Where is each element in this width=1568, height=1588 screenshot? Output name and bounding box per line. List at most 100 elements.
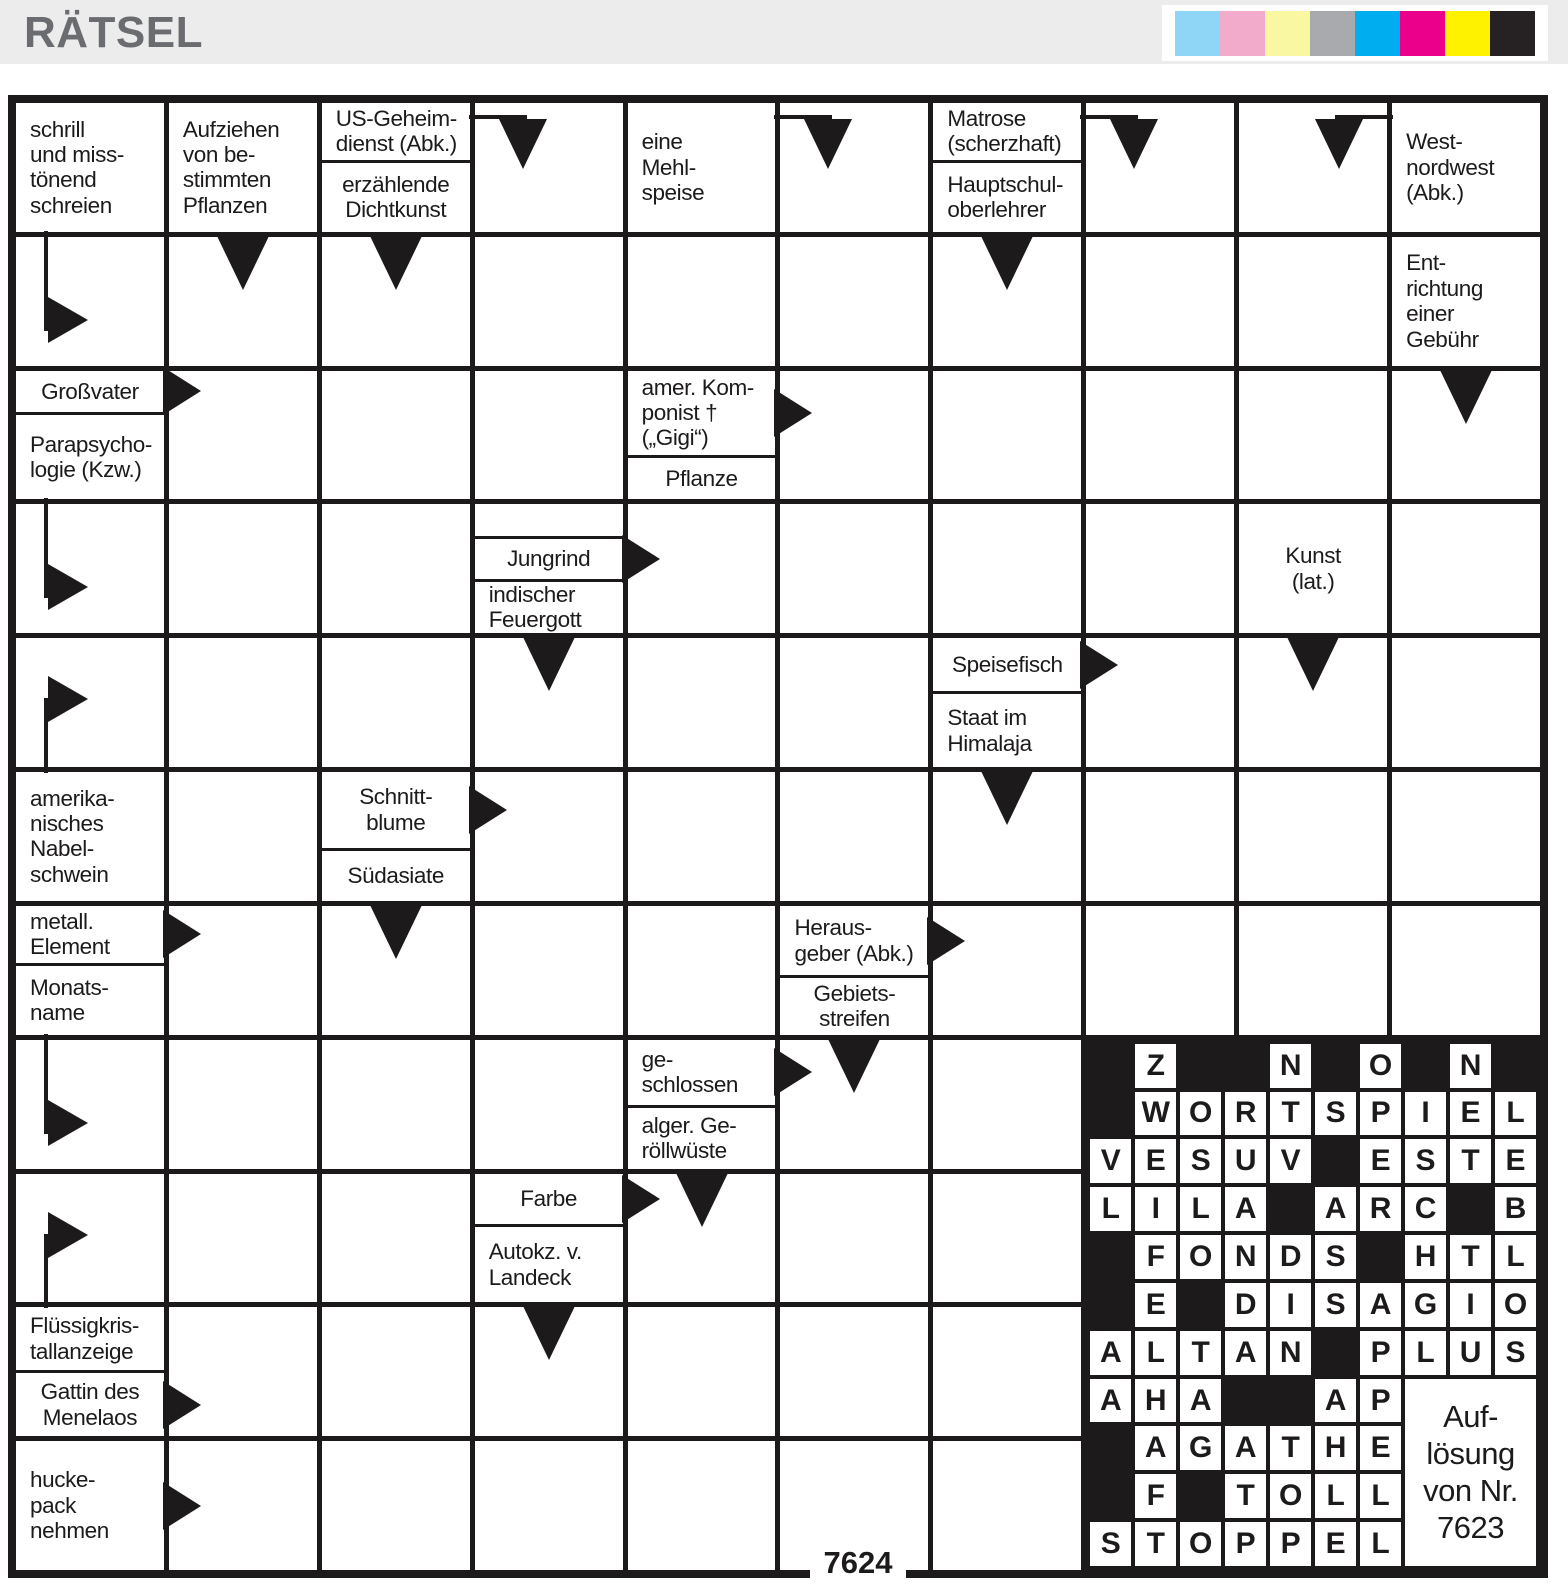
answer-cell-r10c7[interactable] bbox=[933, 1307, 1082, 1437]
answer-cell-r3c7[interactable] bbox=[933, 370, 1082, 500]
answer-cell-r1c4[interactable] bbox=[468, 103, 623, 232]
answer-cell-r2c2[interactable] bbox=[168, 235, 317, 366]
solution-letter-cell: T bbox=[1450, 1235, 1492, 1279]
clue-line: amer. Kom- bbox=[641, 374, 755, 400]
answer-cell-r7c3[interactable] bbox=[321, 904, 470, 1035]
answer-cell-r1c6[interactable] bbox=[774, 103, 929, 232]
solution-black-cell bbox=[1090, 1235, 1131, 1279]
answer-cell-r4c8[interactable] bbox=[1086, 504, 1235, 634]
clue-text: Aufziehen von be-stimmten Pflanzen bbox=[169, 103, 317, 232]
answer-cell-r8c2[interactable] bbox=[168, 1039, 317, 1169]
answer-cell-r6c5[interactable] bbox=[627, 772, 776, 901]
answer-cell-r5c6[interactable] bbox=[780, 638, 929, 768]
answer-cell-r1c9[interactable] bbox=[1239, 103, 1394, 232]
answer-cell-r5c1[interactable] bbox=[16, 638, 164, 774]
answer-cell-r5c2[interactable] bbox=[168, 638, 317, 768]
answer-cell-r6c10[interactable] bbox=[1392, 772, 1540, 901]
answer-cell-r8c1[interactable] bbox=[16, 1033, 164, 1169]
answer-cell-r10c3[interactable] bbox=[321, 1307, 470, 1437]
answer-cell-r9c6[interactable] bbox=[780, 1173, 929, 1303]
answer-cell-r7c10[interactable] bbox=[1392, 905, 1540, 1035]
answer-cell-r8c3[interactable] bbox=[321, 1039, 470, 1169]
hook-down-left-arrow-icon bbox=[1080, 115, 1139, 119]
answer-cell-r7c5[interactable] bbox=[627, 905, 776, 1035]
clue-cell-r1c10: West-nordwest (Abk.) bbox=[1392, 103, 1540, 232]
answer-cell-r7c8[interactable] bbox=[1086, 905, 1235, 1035]
answer-cell-r1c8[interactable] bbox=[1080, 103, 1235, 232]
solution-letter-cell: U bbox=[1450, 1330, 1492, 1375]
answer-cell-r7c9[interactable] bbox=[1239, 905, 1388, 1035]
answer-cell-r4c1[interactable] bbox=[16, 498, 164, 634]
clue-line: von be- bbox=[182, 141, 256, 167]
answer-cell-r9c2[interactable] bbox=[168, 1173, 317, 1303]
answer-cell-r7c4[interactable] bbox=[474, 905, 623, 1035]
solution-caption-line: von Nr. bbox=[1423, 1473, 1518, 1509]
hook-right-top-arrow-icon bbox=[48, 1099, 88, 1146]
clue-line: schwein bbox=[30, 861, 109, 887]
answer-cell-r10c5[interactable] bbox=[627, 1307, 776, 1437]
answer-cell-r5c9[interactable] bbox=[1239, 637, 1388, 768]
answer-cell-r8c4[interactable] bbox=[474, 1039, 623, 1169]
clue-line: Nabel- bbox=[30, 836, 94, 862]
solution-letter-cell: F bbox=[1135, 1474, 1177, 1519]
solution-letter-cell: P bbox=[1360, 1378, 1402, 1423]
clue-text: Ent-richtung einer Gebühr bbox=[1392, 237, 1540, 366]
answer-cell-r3c3[interactable] bbox=[321, 370, 470, 500]
answer-cell-r3c10[interactable] bbox=[1392, 369, 1540, 500]
answer-cell-r9c1[interactable] bbox=[16, 1173, 164, 1309]
answer-cell-r3c8[interactable] bbox=[1086, 370, 1235, 500]
answer-cell-r11c7[interactable] bbox=[933, 1441, 1082, 1570]
answer-cell-r4c7[interactable] bbox=[933, 504, 1082, 634]
answer-cell-r5c10[interactable] bbox=[1392, 638, 1540, 768]
hook-down-right-arrow-icon bbox=[1315, 119, 1364, 169]
clue-text: eine Mehl-speise bbox=[628, 103, 776, 232]
answer-cell-r4c6[interactable] bbox=[780, 504, 929, 634]
answer-cell-r6c2[interactable] bbox=[168, 772, 317, 901]
answer-cell-r4c2[interactable] bbox=[168, 504, 317, 634]
answer-cell-r2c1[interactable] bbox=[16, 230, 164, 366]
solution-letter-cell: G bbox=[1405, 1282, 1447, 1327]
answer-cell-r2c7[interactable] bbox=[933, 235, 1082, 366]
answer-cell-r2c5[interactable] bbox=[627, 236, 776, 366]
clue-line: Gebühr bbox=[1406, 326, 1479, 352]
answer-cell-r4c3[interactable] bbox=[321, 504, 470, 634]
solution-letter-cell: I bbox=[1270, 1282, 1312, 1327]
answer-cell-r6c7[interactable] bbox=[933, 771, 1082, 901]
solution-letter-cell: R bbox=[1360, 1187, 1402, 1232]
answer-cell-r6c9[interactable] bbox=[1239, 772, 1388, 901]
answer-cell-r5c4[interactable] bbox=[474, 637, 623, 768]
color-swatch-3 bbox=[1265, 10, 1310, 56]
solution-letter-cell: O bbox=[1180, 1091, 1222, 1136]
clue-text: Pflanze bbox=[627, 454, 776, 500]
answer-cell-r4c10[interactable] bbox=[1392, 504, 1540, 634]
answer-cell-r2c9[interactable] bbox=[1239, 236, 1388, 366]
clue-text: Jungrind bbox=[474, 535, 660, 584]
answer-cell-r10c6[interactable] bbox=[780, 1307, 929, 1437]
answer-cell-r6c8[interactable] bbox=[1086, 772, 1235, 901]
clue-cell-r6c3: Schnitt-blume Südasiate bbox=[321, 772, 507, 901]
answer-cell-r3c4[interactable] bbox=[474, 370, 623, 500]
answer-cell-r6c6[interactable] bbox=[780, 772, 929, 901]
clue-cell-r3c1: Großvater Parapsycho-logie (Kzw.) bbox=[16, 367, 201, 500]
right-arrow-icon bbox=[1080, 640, 1119, 689]
answer-cell-r8c7[interactable] bbox=[933, 1039, 1082, 1169]
answer-cell-r11c4[interactable] bbox=[474, 1441, 623, 1570]
answer-cell-r11c3[interactable] bbox=[321, 1441, 470, 1570]
clue-cell-r4c4: Jungrind indischer Feuergott bbox=[474, 504, 660, 634]
answer-cell-r2c4[interactable] bbox=[474, 236, 623, 366]
solution-caption-line: 7623 bbox=[1437, 1510, 1505, 1546]
answer-cell-r5c5[interactable] bbox=[627, 638, 776, 768]
answer-cell-r2c6[interactable] bbox=[780, 236, 929, 366]
answer-cell-r11c5[interactable] bbox=[627, 1441, 776, 1570]
solution-letter-cell: T bbox=[1135, 1522, 1177, 1566]
answer-cell-r3c9[interactable] bbox=[1239, 370, 1388, 500]
answer-cell-r5c3[interactable] bbox=[321, 638, 470, 768]
clue-text: alger. Ge-röllwüste bbox=[627, 1105, 776, 1168]
answer-cell-r10c4[interactable] bbox=[474, 1306, 623, 1437]
solution-letter-cell: A bbox=[1090, 1378, 1132, 1423]
answer-cell-r9c7[interactable] bbox=[933, 1173, 1082, 1303]
answer-cell-r9c3[interactable] bbox=[321, 1173, 470, 1303]
solution-letter-cell: H bbox=[1135, 1378, 1177, 1423]
answer-cell-r2c8[interactable] bbox=[1086, 236, 1235, 366]
answer-cell-r2c3[interactable] bbox=[321, 235, 470, 366]
